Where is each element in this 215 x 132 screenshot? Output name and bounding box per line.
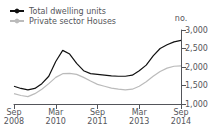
- svg-text:no.: no.: [175, 14, 187, 23]
- svg-text:2013: 2013: [129, 117, 149, 126]
- svg-text:1,000: 1,000: [185, 99, 208, 109]
- svg-text:3,000: 3,000: [185, 26, 208, 35]
- svg-text:1,500: 1,500: [185, 81, 208, 90]
- svg-text:2010: 2010: [46, 117, 66, 126]
- svg-text:Total dwelling units: Total dwelling units: [28, 7, 106, 16]
- svg-text:Sep: Sep: [90, 108, 105, 117]
- svg-text:2014: 2014: [171, 117, 191, 126]
- svg-text:2011: 2011: [87, 117, 107, 126]
- svg-text:2,500: 2,500: [185, 44, 208, 53]
- svg-text:2,000: 2,000: [185, 63, 208, 72]
- svg-text:2008: 2008: [4, 117, 24, 126]
- svg-text:Sep: Sep: [6, 108, 21, 117]
- svg-text:Private sector Houses: Private sector Houses: [29, 17, 116, 26]
- svg-text:Sep: Sep: [173, 108, 188, 117]
- svg-text:Mar: Mar: [132, 108, 148, 117]
- svg-text:Mar: Mar: [48, 108, 64, 117]
